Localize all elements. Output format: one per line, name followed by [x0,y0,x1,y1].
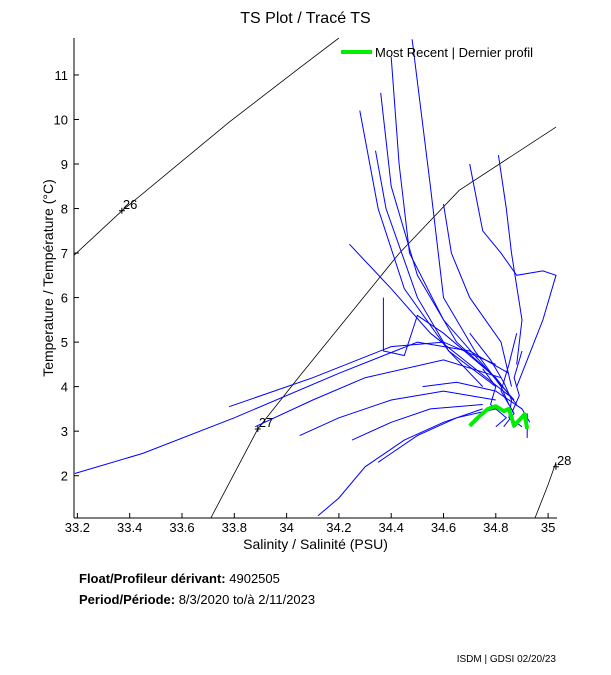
y-tick-label: 4 [61,380,68,395]
profile-line-3 [359,110,497,387]
period-end: 2/11/2023 [258,592,316,607]
y-tick-label: 8 [61,202,68,217]
x-tick-label: 34.4 [379,520,404,535]
contour-marker [254,425,261,432]
float-id: 4902505 [229,571,280,586]
y-tick-label: 3 [61,424,68,439]
x-tick-label: 33.6 [169,520,194,535]
profile-line-21 [482,368,508,428]
density-contour-26 [74,38,340,256]
x-tick-label: 33.4 [117,520,142,535]
profile-line-22 [511,350,523,414]
profile-line-5 [375,150,484,387]
profile-line-12 [299,390,496,437]
float-label: Float/Profileur dérivant: [79,571,226,586]
period-info: Period/Période: 8/3/2020 to/à 2/11/2023 [79,592,315,607]
profile-line-9 [74,341,510,474]
profile-line-10 [228,341,496,408]
density-contour-28 [534,462,557,518]
profile-line-4 [349,243,510,396]
x-tick-label: 34 [279,520,293,535]
x-tick-label: 33.2 [65,520,90,535]
y-tick-label: 9 [61,157,68,172]
x-tick-label: 34.2 [326,520,351,535]
period-label: Period/Période: [79,592,176,607]
most-recent-profile [468,404,530,430]
profile-line-13 [317,408,483,517]
y-tick-label: 10 [54,112,68,127]
x-tick-label: 34.6 [431,520,456,535]
y-tick-label: 6 [61,291,68,306]
profile-line-15 [377,408,496,463]
profile-line-14 [351,404,483,441]
x-tick-label: 34.8 [483,520,508,535]
period-sep: to/à [232,592,255,607]
contour-label-28: 28 [557,453,571,468]
y-tick-label: 7 [61,246,68,261]
profile-line-16 [382,297,497,379]
x-tick-label: 33.8 [222,520,247,535]
y-tick-label: 11 [55,68,69,83]
density-contour-27 [210,126,557,518]
profile-line-17 [422,381,531,423]
x-tick-label: 35 [541,520,555,535]
profile-line-6 [469,163,557,387]
profile-line-2 [380,92,518,405]
profile-line-11 [254,359,502,428]
credit: ISDM | GDSI 02/20/23 [456,654,556,665]
period-start: 8/3/2020 [178,592,230,607]
x-axis-label: Salinity / Salinité (PSU) [243,536,388,552]
float-info: Float/Profileur dérivant: 4902505 [79,571,280,586]
contour-marker [552,463,559,470]
y-axis-label: Temperature / Température (°C) [40,179,56,377]
legend-label: Most Recent | Dernier profil [375,45,533,60]
y-tick-label: 5 [61,335,68,350]
contour-label-27: 27 [259,415,273,430]
y-tick-label: 2 [61,469,68,484]
profile-line-7 [497,155,523,365]
contour-label-26: 26 [123,197,137,212]
chart-title: TS Plot / Tracé TS [240,10,371,27]
profile-line-8 [443,204,512,387]
contour-marker [118,207,125,214]
profile-line-0 [411,39,510,405]
